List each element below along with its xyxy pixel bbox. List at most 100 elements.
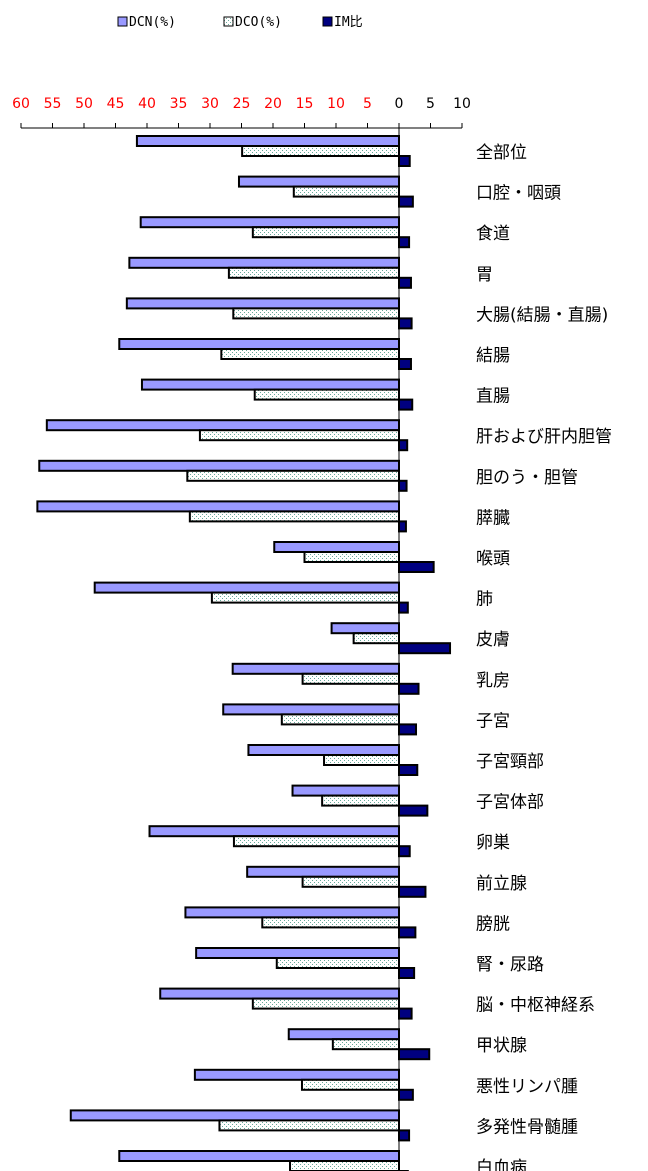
bar-dco-8 [186, 469, 400, 482]
bar-im-22 [398, 1048, 431, 1061]
bar-dco-24 [218, 1119, 400, 1132]
category-label-19: 膀胱 [476, 914, 510, 934]
bar-im-24 [398, 1129, 411, 1142]
bar-dco-7 [198, 429, 400, 442]
bar-im-5 [398, 358, 412, 370]
bar-dcn-22 [287, 1028, 400, 1041]
legend-label-0: DCN(%) [129, 15, 176, 30]
bar-dcn-18 [246, 865, 400, 878]
bar-dcn-6 [140, 378, 401, 391]
category-label-20: 腎・尿路 [476, 955, 544, 975]
bar-im-7 [398, 439, 409, 452]
bars-group [36, 135, 452, 1171]
bar-im-10 [398, 561, 435, 573]
x-tick-label-4: 40 [138, 96, 156, 112]
category-label-13: 乳房 [476, 671, 510, 691]
bar-dcn-23 [193, 1068, 400, 1081]
bar-im-23 [398, 1088, 414, 1101]
x-tick-label-10: 10 [327, 96, 345, 112]
bar-im-13 [398, 682, 420, 695]
bar-dco-2 [251, 226, 400, 239]
bar-im-4 [398, 317, 413, 330]
bar-im-20 [398, 967, 416, 979]
category-label-10: 喉頭 [476, 549, 510, 569]
x-tick-label-3: 45 [107, 96, 125, 112]
bar-im-18 [398, 885, 427, 898]
category-label-6: 直腸 [476, 387, 510, 407]
category-label-3: 胃 [476, 265, 493, 285]
bar-dco-11 [210, 591, 400, 604]
category-label-5: 結腸 [476, 346, 510, 366]
bar-dcn-0 [135, 135, 400, 147]
x-tick-label-1: 55 [44, 96, 62, 112]
bar-dcn-2 [139, 216, 400, 229]
x-tick-label-5: 35 [170, 96, 188, 112]
bar-dco-6 [253, 388, 400, 401]
bar-dco-25 [289, 1160, 401, 1171]
category-label-9: 膵臓 [476, 508, 510, 528]
bar-dcn-10 [273, 541, 401, 553]
category-label-7: 肝および肝内胆管 [476, 427, 612, 447]
bar-dcn-20 [195, 947, 400, 959]
bar-dco-3 [227, 266, 400, 279]
category-label-15: 子宮頸部 [476, 752, 544, 772]
category-label-18: 前立腺 [476, 874, 527, 894]
bar-im-17 [398, 845, 411, 858]
bar-im-15 [398, 764, 419, 776]
category-label-14: 子宮 [476, 711, 510, 731]
bar-dco-15 [323, 754, 400, 766]
legend-label-1: DCO(%) [235, 15, 282, 30]
bar-im-3 [398, 276, 412, 289]
category-label-24: 多発性骨髄腫 [476, 1117, 578, 1137]
legend-label-2: IM比 [334, 15, 363, 30]
bar-im-21 [398, 1007, 413, 1020]
bar-dco-23 [300, 1078, 401, 1091]
bar-dco-18 [301, 875, 400, 888]
bar-im-19 [398, 926, 417, 939]
bar-im-11 [398, 601, 409, 614]
bar-dco-20 [275, 957, 400, 969]
bar-dcn-12 [330, 622, 400, 635]
x-tick-label-13: 5 [426, 96, 435, 112]
bar-dcn-17 [148, 825, 400, 838]
bar-im-12 [398, 642, 452, 655]
bar-dcn-11 [93, 581, 401, 594]
bar-im-2 [398, 236, 411, 249]
bar-dcn-14 [222, 703, 400, 716]
x-tick-label-14: 10 [453, 96, 471, 112]
bar-dco-17 [232, 835, 400, 848]
x-tick-label-11: 5 [363, 96, 372, 112]
bar-dcn-1 [237, 175, 400, 188]
chart-legend: DCN(%) DCO(%) IM比 [117, 15, 363, 30]
bar-im-9 [398, 520, 407, 533]
bar-dcn-19 [184, 906, 400, 919]
bar-im-1 [398, 195, 414, 208]
bar-dcn-9 [36, 500, 400, 513]
bar-dco-19 [261, 916, 401, 929]
bar-dco-9 [188, 510, 400, 523]
category-label-22: 甲状腺 [476, 1036, 527, 1056]
bar-dcn-21 [159, 987, 400, 1000]
bar-dcn-4 [125, 297, 400, 310]
bar-dco-10 [303, 551, 400, 563]
category-label-23: 悪性リンパ腫 [476, 1077, 578, 1097]
bar-dcn-24 [69, 1109, 401, 1122]
category-label-16: 子宮体部 [476, 793, 544, 813]
x-tick-label-6: 30 [201, 96, 219, 112]
bar-dco-4 [232, 307, 400, 320]
bar-dco-0 [241, 145, 400, 157]
bar-dco-16 [321, 794, 401, 807]
bar-dco-12 [352, 632, 401, 645]
legend-swatch-1 [223, 16, 234, 27]
x-tick-label-2: 50 [75, 96, 93, 112]
category-label-21: 脳・中枢神経系 [476, 996, 595, 1016]
legend-swatch-2 [322, 16, 333, 27]
bar-dco-14 [280, 713, 401, 726]
category-label-17: 卵巣 [476, 833, 510, 853]
bar-dco-22 [331, 1038, 401, 1051]
bar-dco-5 [220, 348, 400, 360]
bar-im-6 [398, 398, 414, 411]
bar-dcn-25 [118, 1150, 400, 1162]
category-label-2: 食道 [476, 224, 510, 244]
